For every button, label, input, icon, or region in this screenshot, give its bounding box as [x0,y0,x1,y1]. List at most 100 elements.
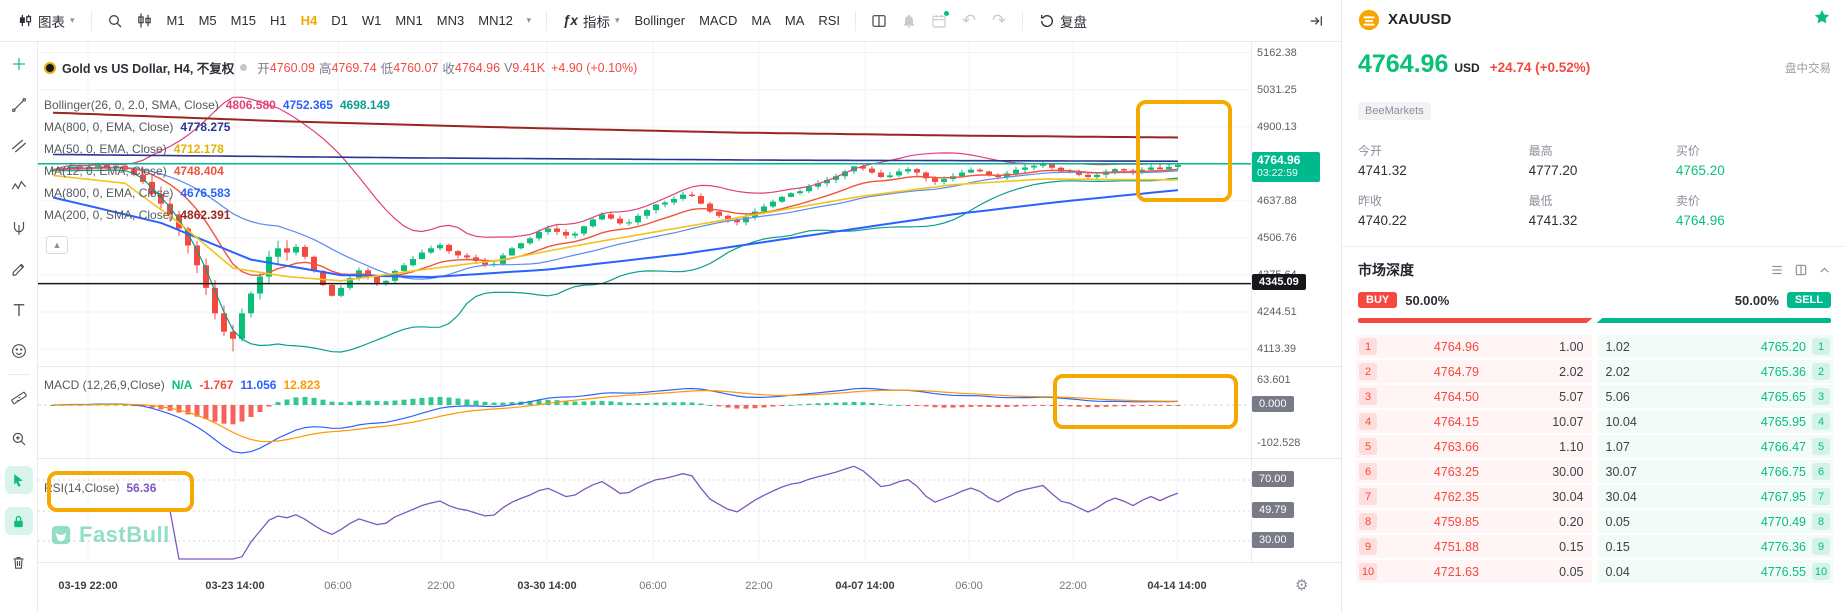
timeframe-h4[interactable]: H4 [300,13,318,28]
order-book-row[interactable]: 9 4751.88 0.15 0.15 4776.36 9 [1356,534,1833,559]
layout-grid-icon[interactable] [864,7,894,35]
emoji-tool[interactable] [5,337,33,365]
order-book-row[interactable]: 6 4763.25 30.00 30.07 4766.75 6 [1356,459,1833,484]
undo-icon[interactable]: ↶ [961,11,977,30]
timeframe-w1[interactable]: W1 [361,13,382,28]
indicator-shortcut-ma-3[interactable]: MA [784,13,805,28]
ask-price: 4770.49 [1760,514,1806,529]
indicator-legend-row[interactable]: MA(800, 0, EMA, Close) 4778.275 [44,116,390,138]
depth-list-icon[interactable] [1770,263,1784,277]
timeframe-more-button[interactable]: ▾ [520,7,538,35]
main-chart-canvas[interactable] [38,42,1251,367]
favorite-star-icon[interactable] [1813,8,1831,31]
macd-pane-canvas[interactable] [38,367,1251,459]
annotation-rect-1[interactable] [1136,100,1232,202]
source-dot-icon [240,64,248,71]
calendar-icon[interactable] [924,7,954,35]
wave-pattern-tool[interactable] [5,173,33,201]
timeframe-mn3[interactable]: MN3 [436,13,465,28]
timeframe-h1[interactable]: H1 [269,13,287,28]
indicator-legend-row[interactable]: MA(200, 0, SMA, Close) 4862.391 [44,204,390,226]
pane-separator[interactable] [38,458,1341,459]
timeframe-m15[interactable]: M15 [230,13,256,28]
divider [90,10,92,31]
timeframe-d1[interactable]: D1 [331,13,348,28]
indicator-legend-row[interactable]: RSI(14,Close) 56.36 [44,477,156,499]
order-book-row[interactable]: 4 4764.15 10.07 10.04 4765.95 4 [1356,409,1833,434]
search-icon[interactable] [100,7,130,35]
pane-separator[interactable] [38,366,1341,367]
quote-stat: 昨收 4740.22 [1358,192,1529,228]
time-axis-label: 04-07 14:00 [835,580,895,592]
order-book-row[interactable]: 3 4764.50 5.07 5.06 4765.65 3 [1356,384,1833,409]
quote-stat: 最低 4741.32 [1529,192,1676,228]
timeframe-mn12[interactable]: MN12 [478,13,513,28]
chart-menu-button[interactable]: 图表 ▾ [10,6,83,36]
indicator-legend-row[interactable]: Bollinger(26, 0, 2.0, SMA, Close) 4806.58… [44,94,390,116]
depth-collapse-icon[interactable] [1818,264,1831,277]
indicator-value: 4862.391 [180,208,231,222]
price-axis-label: 4506.76 [1257,231,1297,244]
order-book-row[interactable]: 2 4764.79 2.02 2.02 4765.36 2 [1356,359,1833,384]
annotation-rect-2[interactable] [1053,374,1238,429]
price-axis-label: 4113.39 [1257,343,1296,356]
symbol-title[interactable]: Gold vs US Dollar, H4, 不复权 [62,62,235,76]
trend-line-tool[interactable] [5,91,33,119]
brush-tool[interactable] [5,255,33,283]
stat-value: 4741.32 [1358,163,1407,178]
annotation-rect-3[interactable] [47,471,194,512]
lock-drawings-tool[interactable] [4,507,33,535]
indicator-legend-row[interactable]: MA(800, 0, EMA, Close) 4676.583 [44,182,390,204]
buy-percent: 50.00% [1405,292,1450,308]
magic-cursor-tool[interactable] [4,466,33,494]
timeframe-m1[interactable]: M1 [166,13,185,28]
bid-price: 4721.63 [1433,564,1479,579]
crosshair-tool[interactable] [5,50,33,78]
order-book-row[interactable]: 7 4762.35 30.04 30.04 4767.95 7 [1356,484,1833,509]
ask-side: 1.02 4765.20 1 [1597,335,1833,358]
text-tool[interactable] [5,296,33,324]
pane-separator [38,562,1341,563]
ask-level-index: 10 [1812,563,1830,580]
measure-tool[interactable] [5,384,33,412]
price-axis-separator[interactable] [1251,42,1252,563]
alert-bell-icon[interactable] [894,7,924,35]
indicator-legend-row[interactable]: MACD (12,26,9,Close) N/A -1.767 11.056 12.82… [44,374,320,396]
ask-volume: 1.02 [1605,339,1630,354]
order-book-row[interactable]: 8 4759.85 0.20 0.05 4770.49 8 [1356,509,1833,534]
bid-level-index: 2 [1359,363,1377,380]
axis-settings-gear-icon[interactable]: ⚙ [1295,577,1309,594]
depth-panel-icon[interactable] [1794,263,1808,277]
replay-button[interactable]: 复盘 [1031,6,1095,36]
remove-drawings-tool[interactable] [5,548,33,576]
indicator-shortcut-macd-1[interactable]: MACD [699,13,738,28]
time-axis-label: 22:00 [427,580,455,592]
indicator-legend-row[interactable]: MA(12, 0, EMA, Close) 4748.404 [44,160,390,182]
ask-side: 0.05 4770.49 8 [1597,510,1833,533]
replay-icon [1041,14,1054,27]
redo-icon[interactable]: ↷ [991,11,1007,30]
channel-tool[interactable] [5,132,33,160]
time-axis-label: 03-19 22:00 [58,580,118,592]
indicators-button[interactable]: ƒx 指标 ▾ [555,6,628,36]
indicator-value: N/A [171,378,193,392]
indicator-shortcut-bollinger-0[interactable]: Bollinger [634,13,686,28]
indicator-value: 4778.275 [180,120,231,134]
order-book-row[interactable]: 1 4764.96 1.00 1.02 4765.20 1 [1356,334,1833,359]
order-book-row[interactable]: 10 4721.63 0.05 0.04 4776.55 10 [1356,559,1833,584]
legend-collapse-button[interactable]: ▲ [46,236,68,254]
timeframe-mn1[interactable]: MN1 [395,13,423,28]
ask-volume: 30.04 [1605,489,1637,504]
indicator-shortcut-rsi-4[interactable]: RSI [818,13,841,28]
order-book-row[interactable]: 5 4763.66 1.10 1.07 4766.47 5 [1356,434,1833,459]
indicator-shortcut-ma-2[interactable]: MA [751,13,771,28]
collapse-panel-icon[interactable] [1301,7,1331,35]
rsi-pane-canvas[interactable] [38,459,1251,563]
pitchfork-tool[interactable] [5,214,33,242]
zoom-in-tool[interactable] [5,425,33,453]
timeframe-m5[interactable]: M5 [198,13,217,28]
indicator-legend-row[interactable]: MA(50, 0, EMA, Close) 4712.178 [44,138,390,160]
broker-badge[interactable]: BeeMarkets [1358,102,1431,120]
time-axis-label: 06:00 [639,580,667,592]
symbol-compare-icon[interactable] [130,7,160,35]
